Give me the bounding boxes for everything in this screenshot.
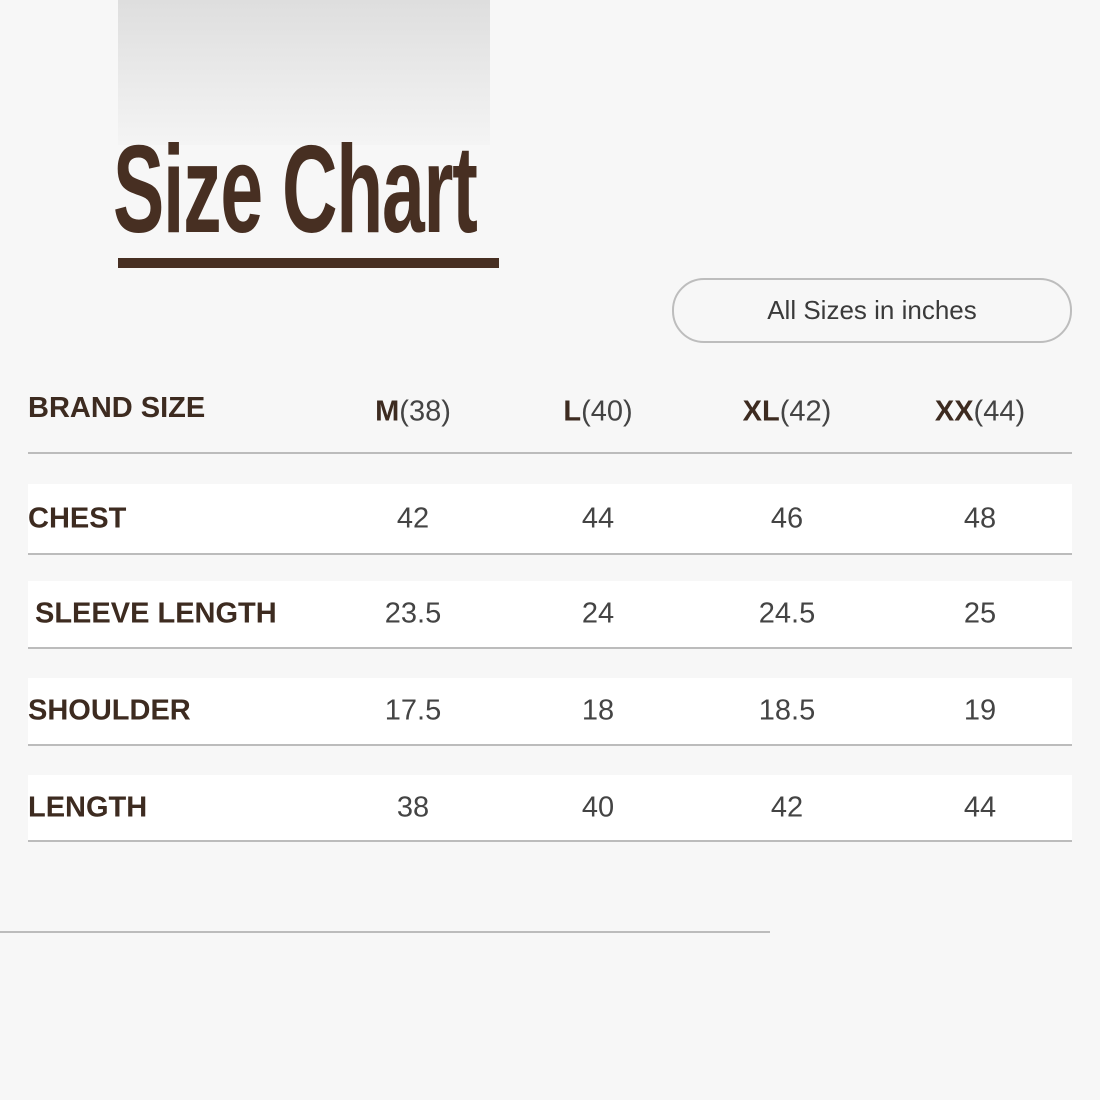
table-row-sleeve-length: SLEEVE LENGTH 23.5 24 24.5 25 — [28, 581, 1072, 649]
title-backdrop — [118, 0, 490, 145]
table-cell: 17.5 — [384, 694, 442, 727]
bottom-divider — [0, 931, 770, 933]
size-header-xx: XX(44) — [934, 395, 1026, 428]
row-label: SHOULDER — [28, 694, 191, 727]
table-cell: 42 — [396, 502, 430, 534]
row-label: SLEEVE LENGTH — [35, 597, 277, 630]
table-cell: 42 — [770, 791, 804, 823]
row-label: LENGTH — [28, 791, 148, 823]
table-cell: 25 — [963, 597, 997, 630]
table-cell: 24 — [581, 597, 615, 630]
table-cell: 19 — [963, 694, 997, 727]
title-underline — [118, 258, 499, 268]
page-title: Size Chart — [113, 121, 478, 259]
size-header-m: M(38) — [375, 395, 451, 428]
table-cell: 24.5 — [758, 597, 816, 630]
table-cell: 40 — [581, 791, 615, 823]
table-row-length: LENGTH 38 40 42 44 — [28, 775, 1072, 842]
table-cell: 46 — [770, 502, 804, 534]
table-row-shoulder: SHOULDER 17.5 18 18.5 19 — [28, 678, 1072, 746]
table-cell: 18 — [581, 694, 615, 727]
table-cell: 44 — [963, 791, 997, 823]
unit-note-badge: All Sizes in inches — [672, 278, 1072, 343]
table-cell: 48 — [963, 502, 997, 534]
header-label: BRAND SIZE — [28, 392, 206, 425]
table-cell: 23.5 — [384, 597, 442, 630]
table-cell: 38 — [396, 791, 430, 823]
size-header-xl: XL(42) — [742, 395, 832, 428]
table-header-row: BRAND SIZE M(38) L(40) XL(42) XX(44) — [28, 372, 1072, 454]
table-row-chest: CHEST 42 44 46 48 — [28, 484, 1072, 555]
table-cell: 18.5 — [758, 694, 816, 727]
size-header-l: L(40) — [563, 395, 633, 428]
table-cell: 44 — [581, 502, 615, 534]
row-label: CHEST — [28, 502, 127, 534]
